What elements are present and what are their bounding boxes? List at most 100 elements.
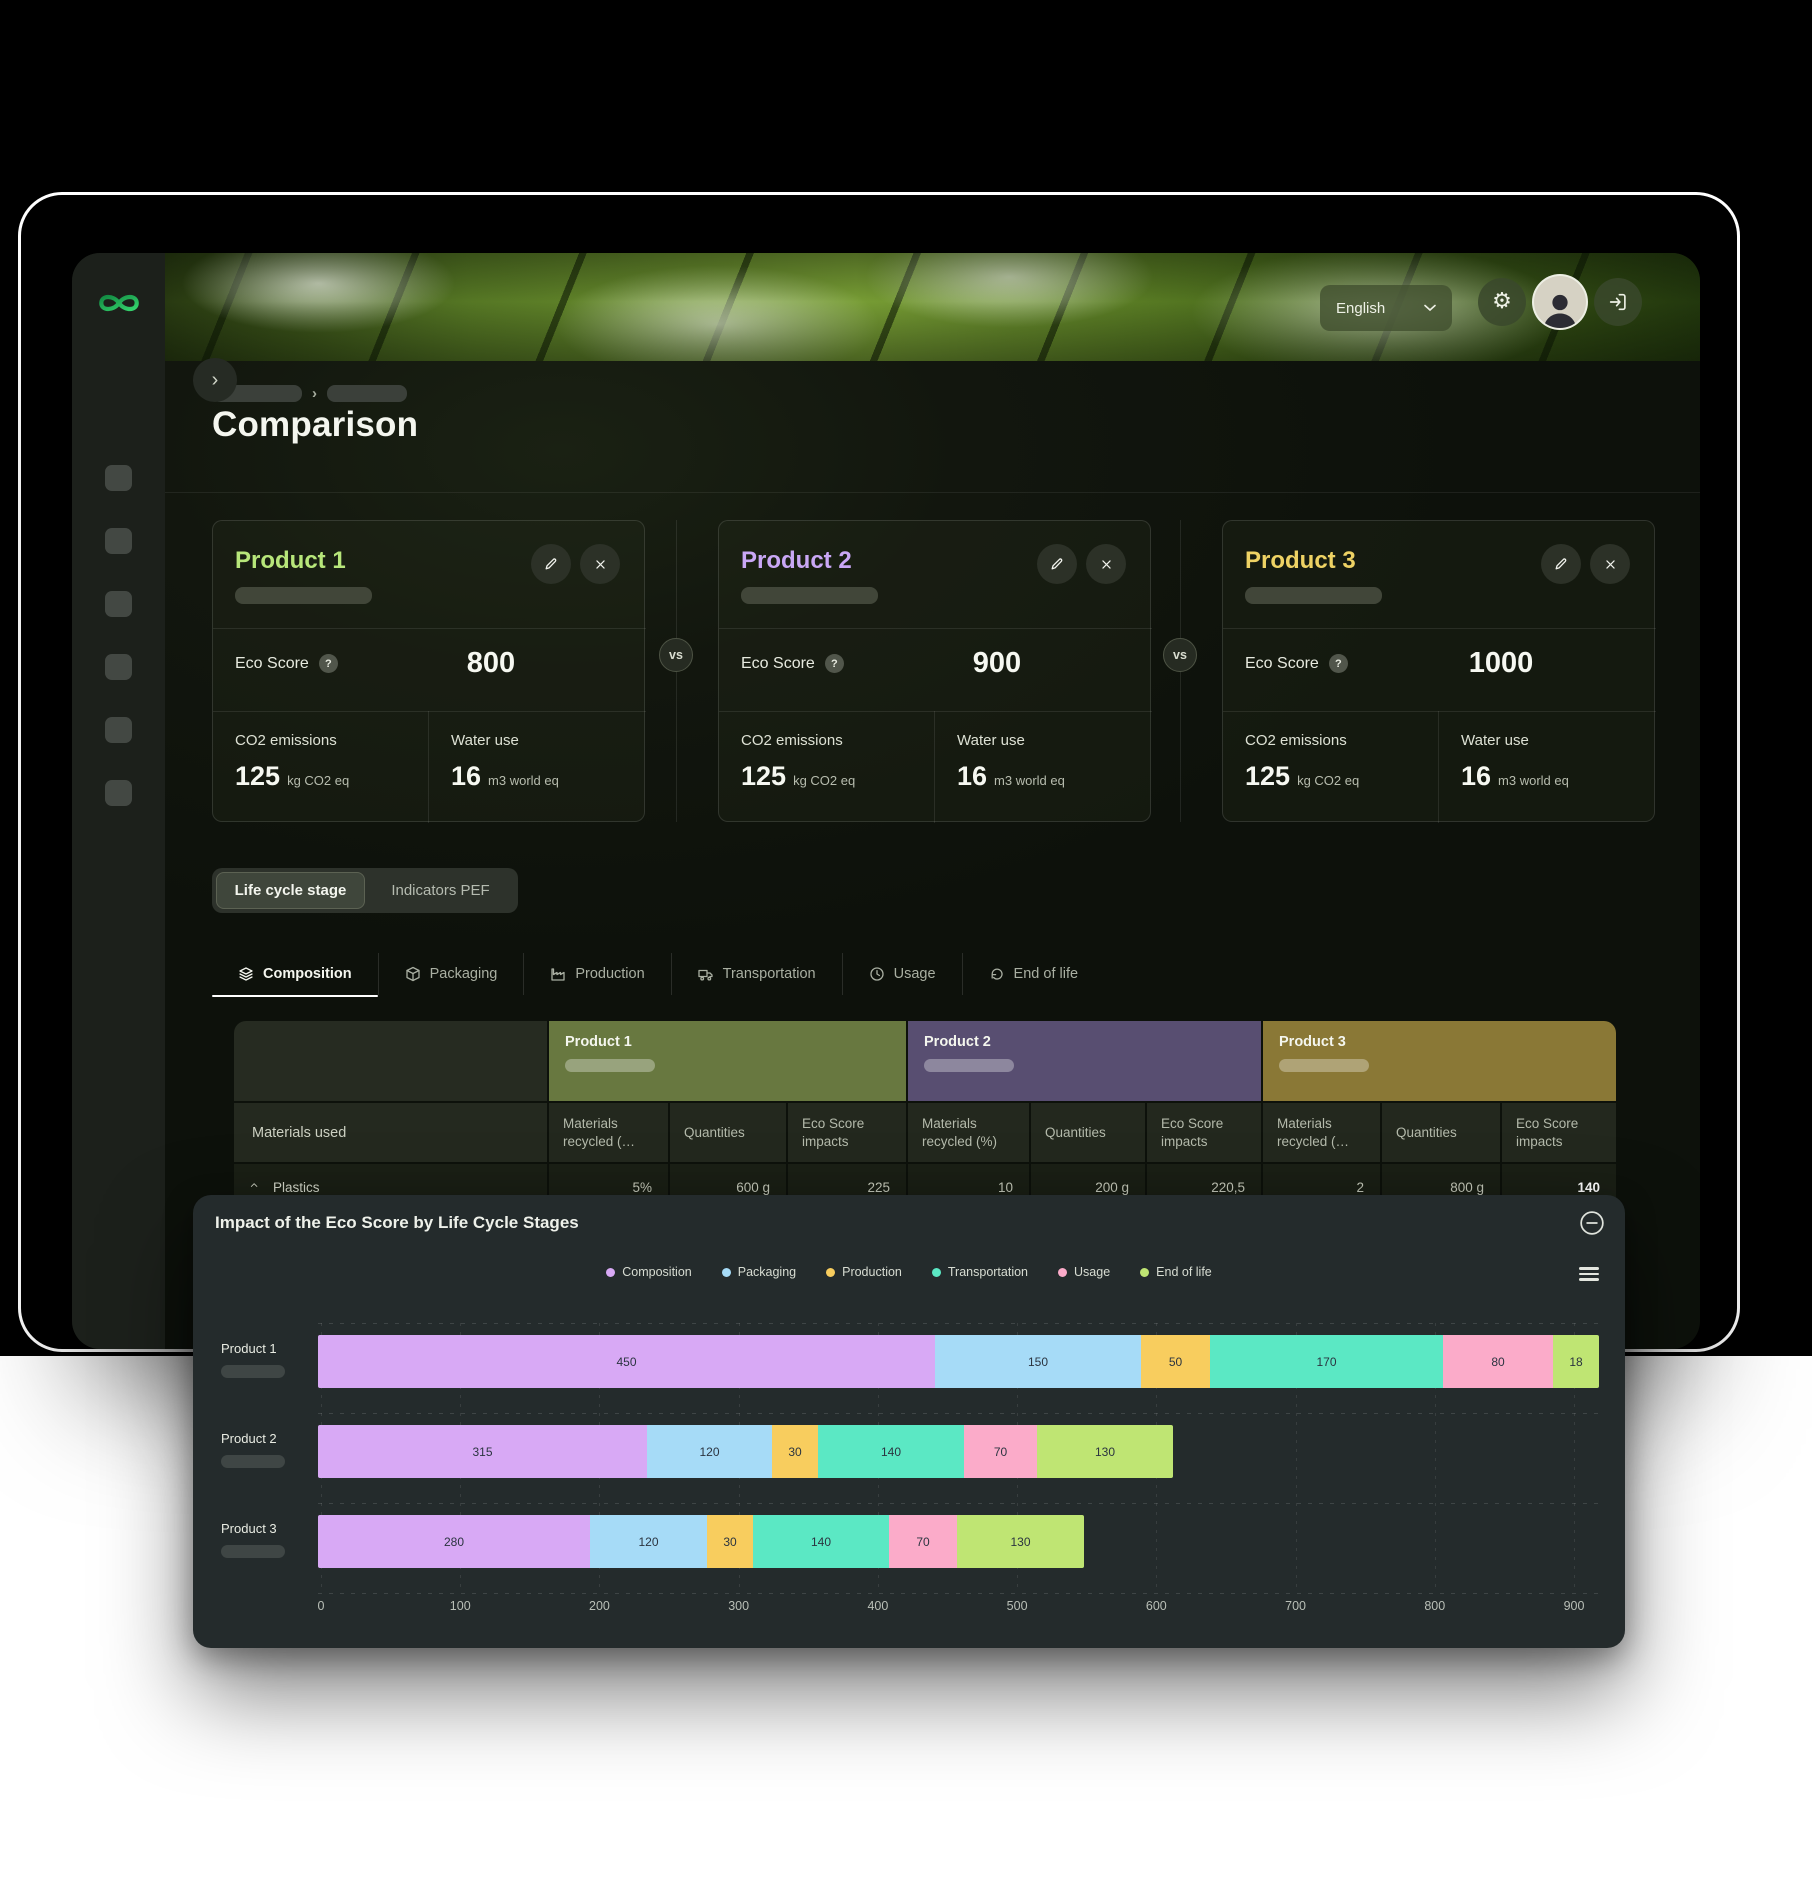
water-use-label: Water use xyxy=(451,732,519,749)
column-header: Quantities xyxy=(670,1103,786,1162)
water-number: 16 xyxy=(957,761,988,791)
category-label: Product 1 xyxy=(221,1341,316,1378)
bar-segment-production[interactable]: 30 xyxy=(707,1515,753,1568)
eco-score-value: 900 xyxy=(972,647,1022,679)
chart-menu-button[interactable] xyxy=(1579,1267,1599,1281)
stage-tab-composition[interactable]: Composition xyxy=(212,953,378,997)
gridline-horizontal xyxy=(318,1503,1600,1504)
legend-dot xyxy=(931,1267,941,1277)
edit-product-button[interactable] xyxy=(1037,544,1077,584)
stage-tab-usage[interactable]: Usage xyxy=(841,953,962,995)
breadcrumb-item-placeholder[interactable] xyxy=(327,384,407,402)
product-name: Product 1 xyxy=(235,547,346,574)
bar-segment-end-of-life[interactable]: 130 xyxy=(1037,1425,1173,1478)
stacked-bar[interactable]: 280 120 30 140 70 130 xyxy=(318,1515,1084,1568)
language-label: English xyxy=(1336,299,1386,317)
stage-tab-transportation[interactable]: Transportation xyxy=(670,953,842,995)
divider xyxy=(165,492,1700,493)
product-name: Product 3 xyxy=(1245,547,1356,574)
co2-emissions-value: 125 kg CO2 eq xyxy=(741,761,855,792)
language-selector[interactable]: English xyxy=(1320,285,1452,331)
legend-item-transportation[interactable]: Transportation xyxy=(931,1265,1028,1279)
chevron-right-icon: › xyxy=(312,384,317,402)
sidebar-item-placeholder[interactable] xyxy=(105,717,132,743)
help-icon[interactable]: ? xyxy=(824,654,844,673)
x-axis-tick-label: 500 xyxy=(1006,1599,1028,1613)
water-use-value: 16 m3 world eq xyxy=(451,761,559,792)
remove-product-button[interactable] xyxy=(1590,544,1630,584)
legend-label: End of life xyxy=(1156,1265,1212,1279)
edit-product-button[interactable] xyxy=(1541,544,1581,584)
divider xyxy=(428,711,429,823)
group-placeholder xyxy=(1279,1059,1369,1072)
bar-segment-transportation[interactable]: 140 xyxy=(818,1425,964,1478)
category-name: Product 2 xyxy=(221,1431,277,1446)
bar-segment-transportation[interactable]: 170 xyxy=(1210,1335,1443,1388)
co2-unit: kg CO2 eq xyxy=(287,773,350,788)
close-icon xyxy=(1099,557,1114,572)
sidebar-item-placeholder[interactable] xyxy=(105,528,132,554)
stage-tab-label: Composition xyxy=(263,966,352,982)
stacked-bar[interactable]: 315 120 30 140 70 130 xyxy=(318,1425,1173,1478)
bar-segment-packaging[interactable]: 120 xyxy=(590,1515,707,1568)
close-icon xyxy=(593,557,608,572)
bar-segment-end-of-life[interactable]: 18 xyxy=(1553,1335,1599,1388)
help-icon[interactable]: ? xyxy=(1328,654,1348,673)
remove-product-button[interactable] xyxy=(1086,544,1126,584)
stage-tab-production[interactable]: Production xyxy=(523,953,670,995)
row-material-name: Plastics xyxy=(273,1179,320,1195)
bar-segment-production[interactable]: 30 xyxy=(772,1425,818,1478)
bar-segment-composition[interactable]: 315 xyxy=(318,1425,647,1478)
stage-tab-end-of-life[interactable]: End of life xyxy=(961,953,1105,995)
view-tab-indicators-pef[interactable]: Indicators PEF xyxy=(391,882,490,899)
legend-item-end-of-life[interactable]: End of life xyxy=(1140,1265,1212,1279)
x-axis-tick-label: 700 xyxy=(1285,1599,1306,1613)
sidebar-menu xyxy=(72,465,165,806)
help-icon[interactable]: ? xyxy=(318,654,338,673)
sidebar-item-placeholder[interactable] xyxy=(105,591,132,617)
stacked-bar[interactable]: 450 150 50 170 80 18 xyxy=(318,1335,1599,1388)
legend-item-packaging[interactable]: Packaging xyxy=(721,1265,796,1279)
stage-tab-label: Production xyxy=(575,966,645,982)
bar-segment-end-of-life[interactable]: 130 xyxy=(957,1515,1084,1568)
bar-segment-composition[interactable]: 280 xyxy=(318,1515,590,1568)
legend-item-usage[interactable]: Usage xyxy=(1058,1265,1110,1279)
settings-button[interactable]: ⚙ xyxy=(1478,278,1526,326)
sidebar-expand-button[interactable]: › xyxy=(193,358,237,402)
edit-product-button[interactable] xyxy=(531,544,571,584)
eco-score-text: Eco Score xyxy=(235,654,309,672)
remove-product-button[interactable] xyxy=(580,544,620,584)
x-axis-tick-label: 100 xyxy=(449,1599,471,1613)
collapse-panel-button[interactable] xyxy=(1579,1210,1605,1236)
bar-segment-packaging[interactable]: 150 xyxy=(935,1335,1141,1388)
chevron-down-icon xyxy=(1424,304,1436,312)
page-title: Comparison xyxy=(212,405,419,444)
sidebar-item-placeholder[interactable] xyxy=(105,465,132,491)
gridline-horizontal xyxy=(318,1323,1600,1324)
bar-segment-usage[interactable]: 80 xyxy=(1443,1335,1553,1388)
logout-button[interactable] xyxy=(1594,278,1642,326)
stage-tabs: Composition Packaging Production Transporta… xyxy=(212,953,1105,997)
legend-item-composition[interactable]: Composition xyxy=(606,1265,692,1279)
bar-segment-composition[interactable]: 450 xyxy=(318,1335,935,1388)
legend-item-production[interactable]: Production xyxy=(826,1265,902,1279)
legend-label: Usage xyxy=(1074,1265,1111,1279)
bar-segment-packaging[interactable]: 120 xyxy=(647,1425,772,1478)
column-header: Quantities xyxy=(1382,1103,1500,1162)
water-number: 16 xyxy=(1461,761,1492,791)
bar-segment-production[interactable]: 50 xyxy=(1141,1335,1210,1388)
layers-icon xyxy=(238,966,254,982)
user-avatar[interactable] xyxy=(1532,274,1588,330)
stage-tab-packaging[interactable]: Packaging xyxy=(377,953,524,995)
bar-segment-usage[interactable]: 70 xyxy=(964,1425,1037,1478)
divider xyxy=(1438,711,1439,823)
co2-emissions-value: 125 kg CO2 eq xyxy=(1245,761,1359,792)
sidebar-item-placeholder[interactable] xyxy=(105,654,132,680)
product-name-placeholder xyxy=(235,587,372,604)
bar-segment-transportation[interactable]: 140 xyxy=(753,1515,889,1568)
bar-segment-usage[interactable]: 70 xyxy=(889,1515,957,1568)
sidebar-item-placeholder[interactable] xyxy=(105,780,132,806)
view-tab-life-cycle-stage[interactable]: Life cycle stage xyxy=(216,872,365,909)
product-name-placeholder xyxy=(741,587,878,604)
